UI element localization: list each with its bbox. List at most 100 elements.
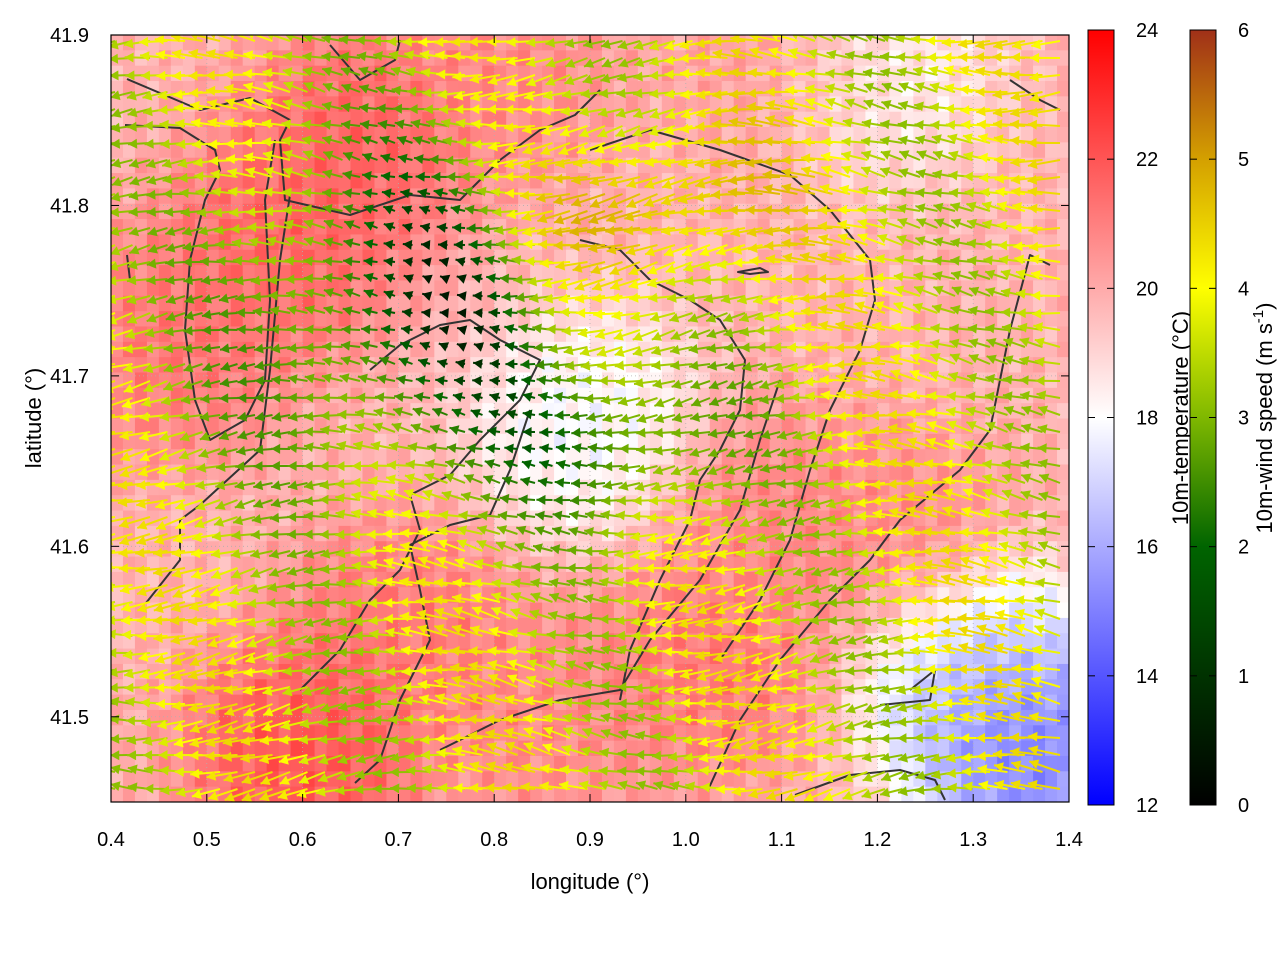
heatmap-cell [206, 265, 220, 282]
heatmap-cell [326, 740, 340, 757]
heatmap-cell [158, 265, 172, 282]
heatmap-cell [146, 418, 160, 435]
heatmap-cell [242, 280, 256, 297]
heatmap-cell [518, 111, 531, 128]
heatmap-cell [1033, 81, 1046, 97]
heatmap-cell [1057, 295, 1069, 312]
heatmap-cell [218, 173, 232, 189]
heatmap-cell [278, 602, 292, 619]
heatmap-cell [242, 418, 256, 435]
heatmap-cell [530, 464, 543, 481]
heatmap-cell [314, 280, 328, 297]
heatmap-cell [170, 173, 184, 189]
heatmap-cell [111, 571, 124, 588]
heatmap-cell [350, 188, 364, 205]
heatmap-cell [422, 403, 435, 420]
heatmap-cell [266, 602, 280, 619]
heatmap-cell [314, 587, 328, 604]
heatmap-cell [170, 771, 184, 788]
heatmap-cell [314, 341, 328, 358]
heatmap-cell [362, 694, 376, 711]
heatmap-cell [410, 479, 423, 496]
heatmap-cell [745, 280, 759, 297]
heatmap-cell [901, 740, 914, 757]
heatmap-cell [997, 142, 1010, 159]
heatmap-cell [278, 387, 292, 404]
heatmap-cell [446, 571, 459, 588]
heatmap-cell [158, 280, 172, 297]
heatmap-cell [877, 464, 890, 481]
heatmap-cell [146, 65, 160, 82]
heatmap-cell [1009, 449, 1022, 466]
heatmap-cell [482, 633, 495, 650]
heatmap-cell [889, 740, 902, 757]
heatmap-cell [410, 265, 423, 282]
heatmap-cell [242, 249, 256, 266]
heatmap-cell [242, 602, 256, 619]
heatmap-cell [170, 433, 184, 450]
heatmap-cell [350, 142, 364, 159]
heatmap-cell [362, 725, 376, 742]
heatmap-cell [733, 280, 747, 297]
heatmap-cell [913, 556, 926, 573]
heatmap-cell [410, 35, 423, 51]
heatmap-cell [374, 602, 388, 619]
heatmap-cell [1021, 65, 1034, 82]
heatmap-cell [1057, 495, 1069, 512]
heatmap-cell [350, 234, 364, 251]
heatmap-cell [338, 449, 352, 466]
heatmap-cell [410, 725, 423, 742]
heatmap-cell [446, 633, 459, 650]
heatmap-cell [925, 740, 938, 757]
heatmap-cell [1057, 341, 1069, 358]
heatmap-cell [542, 571, 555, 588]
heatmap-cell [146, 663, 160, 680]
heatmap-cell [350, 740, 364, 757]
heatmap-cell [134, 725, 148, 742]
heatmap-cell [314, 311, 328, 328]
heatmap-cell [218, 617, 232, 634]
heatmap-cell [230, 387, 244, 404]
heatmap-cell [625, 65, 639, 82]
heatmap-cell [326, 663, 340, 680]
heatmap-cell [122, 633, 136, 650]
heatmap-cell [254, 173, 268, 189]
heatmap-cell [182, 418, 196, 435]
heatmap-cell [170, 265, 184, 282]
heatmap-cell [661, 433, 675, 450]
heatmap-cell [314, 203, 328, 220]
heatmap-cell [111, 357, 124, 374]
heatmap-cell [374, 541, 388, 558]
heatmap-cell [1057, 755, 1069, 772]
heatmap-cell [506, 510, 519, 527]
heatmap-cell [326, 449, 340, 466]
heatmap-cell [170, 357, 184, 374]
heatmap-cell [194, 265, 208, 282]
heatmap-cell [134, 96, 148, 113]
heatmap-cell [218, 541, 232, 558]
heatmap-cell [793, 81, 807, 97]
heatmap-cell [194, 648, 208, 665]
heatmap-cell [1045, 142, 1058, 159]
heatmap-cell [1057, 280, 1069, 297]
heatmap-cell [1045, 510, 1058, 527]
heatmap-cell [158, 725, 172, 742]
heatmap-cell [111, 387, 124, 404]
heatmap-cell [386, 403, 399, 420]
heatmap-cell [829, 142, 843, 159]
heatmap-cell [242, 341, 256, 358]
heatmap-cell [1057, 127, 1069, 143]
heatmap-cell [949, 157, 962, 174]
heatmap-cell [111, 786, 124, 802]
plot-area [111, 35, 1069, 802]
heatmap-cell [446, 771, 459, 788]
heatmap-cell [578, 495, 591, 512]
heatmap-cell [230, 65, 244, 82]
heatmap-cell [362, 556, 376, 573]
heatmap-cell [422, 387, 435, 404]
heatmap-cell [122, 418, 136, 435]
heatmap-cell [111, 142, 124, 159]
heatmap-cell [218, 142, 232, 159]
heatmap-cell [122, 280, 136, 297]
heatmap-cell [170, 341, 184, 358]
